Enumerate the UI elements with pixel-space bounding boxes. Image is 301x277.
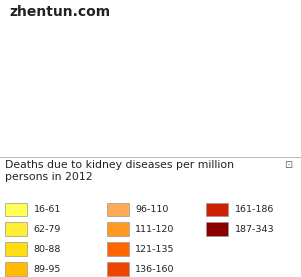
Text: Deaths due to kidney diseases per million
persons in 2012: Deaths due to kidney diseases per millio… bbox=[5, 160, 234, 182]
Bar bbox=[107, 222, 129, 236]
Text: 161-186: 161-186 bbox=[234, 205, 274, 214]
Text: 121-135: 121-135 bbox=[135, 245, 175, 254]
Bar bbox=[5, 242, 27, 256]
Bar bbox=[107, 262, 129, 276]
Text: 187-343: 187-343 bbox=[234, 225, 274, 234]
Bar bbox=[206, 222, 228, 236]
Text: 62-79: 62-79 bbox=[34, 225, 61, 234]
Bar bbox=[107, 242, 129, 256]
Text: 111-120: 111-120 bbox=[135, 225, 175, 234]
Bar bbox=[5, 262, 27, 276]
Text: zhentun.com: zhentun.com bbox=[9, 5, 110, 19]
Text: 80-88: 80-88 bbox=[34, 245, 61, 254]
Text: ⊡: ⊡ bbox=[284, 160, 292, 170]
Text: 89-95: 89-95 bbox=[34, 265, 61, 274]
Text: 16-61: 16-61 bbox=[34, 205, 61, 214]
Bar bbox=[107, 202, 129, 216]
Bar bbox=[206, 202, 228, 216]
Text: 96-110: 96-110 bbox=[135, 205, 169, 214]
Bar bbox=[5, 202, 27, 216]
Bar bbox=[5, 222, 27, 236]
Text: 136-160: 136-160 bbox=[135, 265, 175, 274]
